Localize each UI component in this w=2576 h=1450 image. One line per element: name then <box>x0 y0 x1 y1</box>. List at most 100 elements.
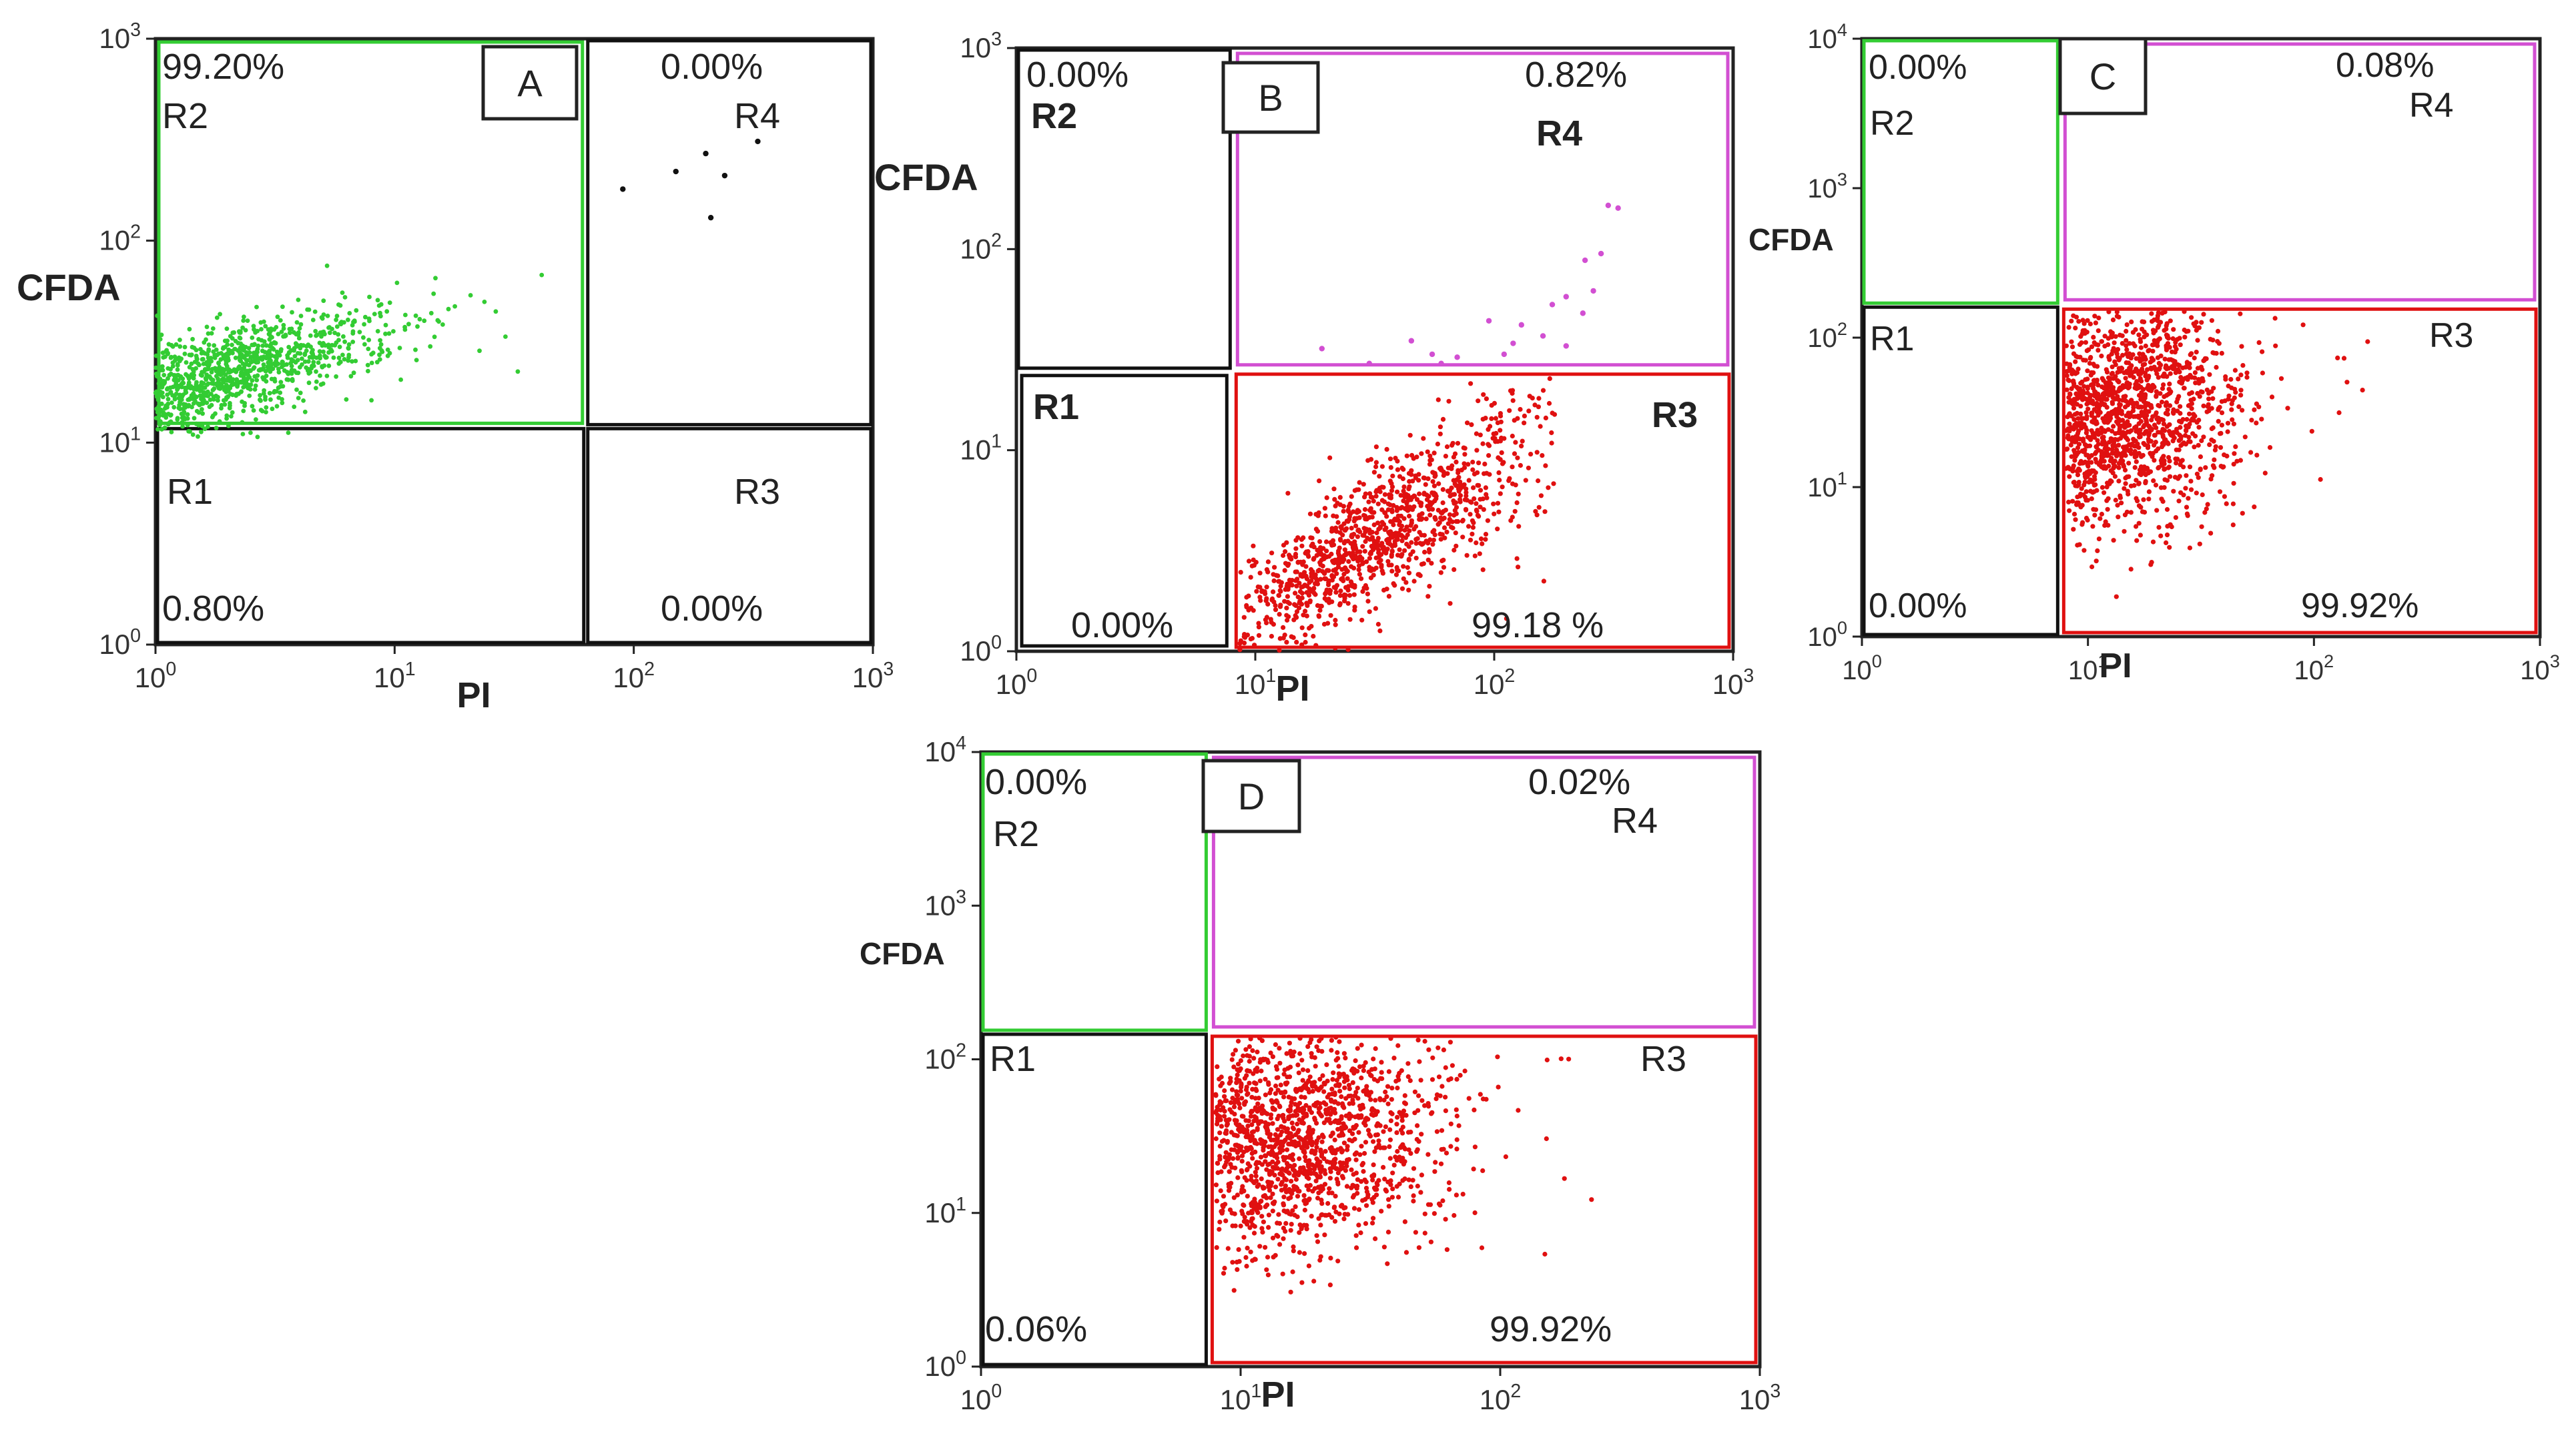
data-point <box>1317 539 1323 545</box>
data-point <box>1217 1156 1223 1162</box>
data-point <box>1368 494 1373 500</box>
data-point <box>202 340 207 345</box>
data-point <box>2124 351 2129 357</box>
y-tick-exp: 2 <box>1837 318 1847 339</box>
data-point <box>1378 558 1383 563</box>
data-point <box>362 342 367 347</box>
data-point <box>387 300 392 305</box>
data-point <box>1337 593 1343 599</box>
data-point <box>2102 453 2107 459</box>
data-point <box>2083 410 2089 415</box>
data-point <box>2166 464 2172 470</box>
data-point <box>2077 493 2083 499</box>
data-point <box>1242 1076 1247 1081</box>
data-point <box>282 362 287 368</box>
population-r3 <box>1237 376 1558 653</box>
x-tick-label: 102 <box>2294 651 2334 685</box>
data-point <box>1294 639 1299 645</box>
data-point <box>2156 446 2161 452</box>
data-point <box>1402 1219 1407 1224</box>
data-point <box>1389 563 1394 568</box>
data-point <box>283 333 288 338</box>
data-point <box>200 357 205 362</box>
data-point <box>1365 599 1371 604</box>
data-point <box>228 378 232 384</box>
data-point <box>2164 323 2169 328</box>
data-point <box>260 357 265 362</box>
data-point <box>1405 532 1410 538</box>
data-point <box>1318 1222 1323 1228</box>
data-point <box>183 385 188 390</box>
data-point <box>233 355 238 360</box>
data-point <box>1427 502 1433 508</box>
data-point <box>2124 328 2129 334</box>
data-point <box>1341 504 1346 509</box>
data-point <box>1303 1103 1309 1108</box>
data-point <box>2152 384 2157 390</box>
data-point <box>210 378 216 382</box>
data-point <box>231 382 236 387</box>
data-point <box>192 373 197 378</box>
data-point <box>319 334 324 339</box>
data-point <box>1241 1114 1246 1119</box>
data-point <box>1373 464 1379 470</box>
data-point <box>1372 1149 1377 1154</box>
data-point <box>304 365 309 370</box>
data-point <box>1296 1128 1301 1133</box>
data-point <box>2088 354 2094 360</box>
data-point <box>2081 438 2086 444</box>
data-point <box>1371 522 1377 528</box>
data-point <box>2210 425 2216 430</box>
data-point <box>1309 574 1314 579</box>
data-point <box>2188 478 2194 484</box>
data-point <box>197 362 202 368</box>
data-point <box>2267 445 2273 450</box>
data-point <box>1438 360 1444 366</box>
data-point <box>1237 1122 1242 1128</box>
data-point <box>1293 538 1299 543</box>
data-point <box>2138 413 2144 418</box>
data-point <box>1291 1126 1297 1132</box>
data-point <box>1356 567 1361 573</box>
data-point <box>2238 372 2244 378</box>
data-point <box>1270 1144 1276 1150</box>
data-point <box>350 359 354 364</box>
data-point <box>205 389 210 394</box>
data-point <box>2192 375 2198 380</box>
data-point <box>1474 501 1479 506</box>
data-point <box>2172 344 2178 349</box>
data-point <box>2099 353 2104 359</box>
data-point <box>620 186 626 192</box>
data-point <box>239 380 244 385</box>
data-point <box>1365 1128 1371 1133</box>
data-point <box>254 378 260 382</box>
data-point <box>166 396 171 402</box>
data-point <box>1322 1182 1328 1187</box>
data-point <box>2207 372 2212 377</box>
data-point <box>1264 615 1269 620</box>
data-point <box>2150 539 2156 545</box>
data-point <box>1285 617 1290 623</box>
data-point <box>281 322 286 328</box>
data-point <box>1404 524 1409 530</box>
data-point <box>276 332 281 336</box>
data-point <box>1302 1095 1307 1100</box>
x-tick-exp: 1 <box>405 659 416 680</box>
data-point <box>2176 394 2182 399</box>
data-point <box>1392 542 1398 549</box>
data-point <box>238 358 242 363</box>
data-point <box>2143 472 2148 478</box>
data-point <box>1498 457 1503 462</box>
data-point <box>1317 478 1322 484</box>
data-point <box>1395 518 1401 523</box>
data-point <box>263 397 268 402</box>
data-point <box>1222 1094 1227 1099</box>
data-point <box>2144 428 2149 434</box>
data-point <box>1425 476 1431 482</box>
data-point <box>2083 424 2088 430</box>
data-point <box>1246 559 1252 564</box>
data-point <box>2085 464 2091 469</box>
data-point <box>1474 448 1480 453</box>
data-point <box>1362 513 1368 518</box>
data-point <box>2195 366 2200 371</box>
